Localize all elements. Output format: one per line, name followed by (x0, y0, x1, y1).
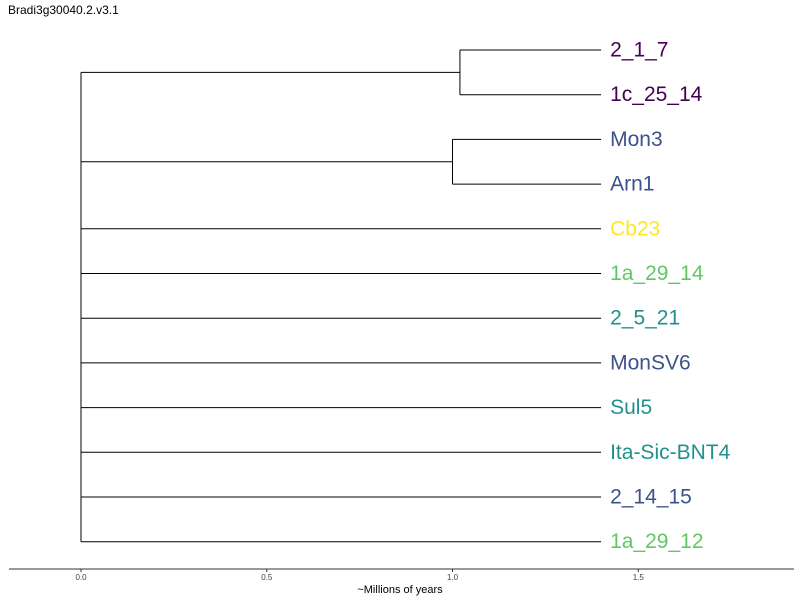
x-tick-label: 0.5 (261, 573, 273, 582)
x-axis-label: ~Millions of years (357, 584, 443, 596)
tip-label: 2_14_15 (610, 486, 692, 509)
tip-label: 1c_25_14 (610, 83, 703, 106)
tree-branches (80, 49, 602, 543)
tip-label: MonSV6 (610, 351, 691, 374)
x-axis: 0.0 0.5 1.0 1.5 ~Millions of years (9, 568, 794, 596)
tip-label: 2_1_7 (610, 39, 668, 62)
tip-label: Cb23 (610, 217, 660, 240)
tip-label: Ita-Sic-BNT4 (610, 441, 731, 464)
x-tick-label: 1.5 (633, 573, 645, 582)
tip-label: Sul5 (610, 396, 652, 419)
tip-labels: 2_1_7 1c_25_14 Mon3 Arn1 Cb23 1a_29_14 2_5_21 M… (610, 39, 731, 554)
x-axis-ticks: 0.0 0.5 1.0 1.5 (75, 569, 644, 582)
tip-label: 1a_29_14 (610, 262, 704, 285)
tree-title: Bradi3g30040.2.v3.1 (8, 3, 119, 17)
x-tick-label: 1.0 (447, 573, 459, 582)
x-tick-label: 0.0 (75, 573, 87, 582)
tip-label: Arn1 (610, 173, 654, 196)
tip-label: 2_5_21 (610, 307, 680, 330)
tip-label: 1a_29_12 (610, 530, 703, 553)
tip-label: Mon3 (610, 128, 663, 151)
